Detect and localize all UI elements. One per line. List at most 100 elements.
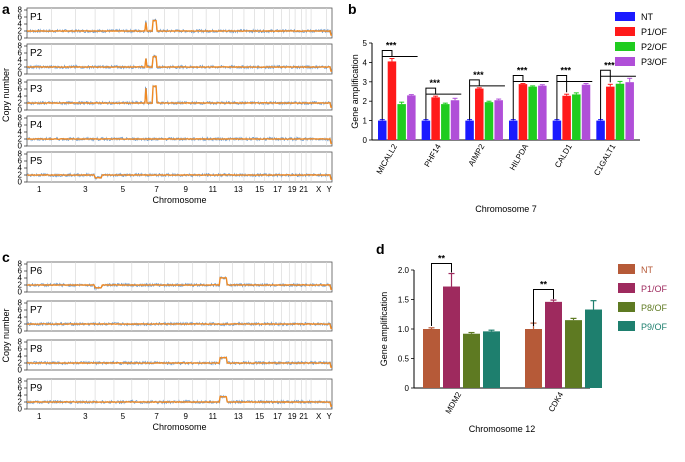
x-axis-title: Chromosome <box>152 195 206 205</box>
legend-swatch <box>615 57 635 66</box>
bar <box>484 102 494 140</box>
significance-label: *** <box>386 41 397 51</box>
legend-swatch <box>618 321 635 331</box>
y-tick-label: 2 <box>18 99 23 108</box>
x-axis-title: Chromosome 12 <box>469 424 536 434</box>
y-tick-label: 4 <box>18 391 23 400</box>
bar <box>450 100 460 140</box>
y-tick-label: 0 <box>18 70 23 79</box>
y-tick-label: 2 <box>18 135 23 144</box>
x-tick-label: 19 <box>288 412 297 421</box>
panel-label-d: d <box>376 241 385 257</box>
y-tick-label: 6 <box>18 267 23 276</box>
raw-copy-number-series <box>26 136 333 145</box>
y-tick-label: 0 <box>18 366 23 375</box>
bar <box>378 120 387 140</box>
y-tick-label: 1 <box>363 117 368 126</box>
y-tick-label: 8 <box>18 78 23 87</box>
y-axis-title: Gene amplification <box>350 54 360 129</box>
plot-frame <box>26 261 333 293</box>
legend-label: NT <box>641 12 653 22</box>
significance-bracket <box>533 289 554 327</box>
plot-frame <box>26 378 333 410</box>
x-tick-label: 19 <box>288 185 297 194</box>
sample-label: P6 <box>30 266 43 277</box>
bar <box>565 320 582 388</box>
x-tick-label: 9 <box>184 412 189 421</box>
x-tick-label: Y <box>327 412 333 421</box>
bar <box>606 86 615 140</box>
y-tick-label: 8 <box>18 299 23 308</box>
y-tick-label: 4 <box>18 274 23 283</box>
plot-frame <box>26 115 333 147</box>
y-tick-label: 0 <box>18 327 23 336</box>
plot-frame <box>26 43 333 75</box>
x-axis-title: Chromosome 7 <box>475 204 537 214</box>
bar <box>572 94 581 140</box>
y-tick-label: 6 <box>18 49 23 58</box>
y-tick-label: 2 <box>18 398 23 407</box>
y-tick-label: 1.0 <box>398 325 410 334</box>
y-tick-label: 0 <box>18 106 23 115</box>
legend-label: P1/OF <box>641 27 668 37</box>
sample-label: P9 <box>30 383 43 394</box>
significance-label: *** <box>604 60 615 70</box>
significance-bracket <box>556 75 568 120</box>
x-tick-label: 13 <box>234 185 243 194</box>
category-label: CDK4 <box>547 390 566 413</box>
segmented-copy-number-series <box>26 276 333 291</box>
x-tick-label: 7 <box>154 412 159 421</box>
x-tick-label: Y <box>327 185 333 194</box>
bar <box>509 120 518 140</box>
x-tick-label: 17 <box>273 412 282 421</box>
category-label: PHF14 <box>423 142 444 169</box>
sample-label: P5 <box>30 156 43 167</box>
x-tick-label: 7 <box>154 185 159 194</box>
y-tick-label: 8 <box>18 377 23 386</box>
bar <box>545 301 562 388</box>
legend-label: P3/OF <box>641 57 668 67</box>
legend-swatch <box>615 27 635 36</box>
legend-swatch <box>615 42 635 51</box>
y-tick-label: 4 <box>18 352 23 361</box>
bar <box>585 309 602 388</box>
y-tick-label: 0 <box>18 288 23 297</box>
bar <box>387 61 397 140</box>
sample-label: P7 <box>30 305 43 316</box>
y-tick-label: 0 <box>18 142 23 151</box>
segmented-copy-number-series <box>26 322 333 330</box>
y-tick-label: 8 <box>18 338 23 347</box>
significance-label: *** <box>430 78 441 88</box>
bar <box>525 329 542 388</box>
y-tick-label: 6 <box>18 121 23 130</box>
sample-label: P2 <box>30 48 43 59</box>
y-tick-label: 0 <box>18 34 23 43</box>
sample-label: P3 <box>30 84 43 95</box>
x-tick-label: 17 <box>273 185 282 194</box>
bar <box>552 120 562 140</box>
bar <box>625 82 634 140</box>
x-tick-label: 15 <box>255 185 264 194</box>
segmented-copy-number-series <box>27 137 333 145</box>
legend-label: P9/OF <box>641 322 668 332</box>
x-tick-label: 21 <box>299 412 308 421</box>
bar <box>475 88 484 140</box>
y-tick-label: 4 <box>18 128 23 137</box>
legend-swatch <box>618 264 635 274</box>
y-tick-label: 6 <box>18 384 23 393</box>
y-tick-label: 2 <box>363 97 368 106</box>
significance-bracket <box>381 50 393 120</box>
category-label: HILPDA <box>508 142 531 172</box>
bar <box>431 97 440 140</box>
x-tick-label: 15 <box>255 412 264 421</box>
significance-bracket <box>469 79 480 120</box>
legend-swatch <box>618 283 635 293</box>
bar <box>407 95 416 140</box>
legend-label: P2/OF <box>641 42 668 52</box>
y-tick-label: 8 <box>18 114 23 123</box>
bar <box>615 83 625 140</box>
y-tick-label: 8 <box>18 42 23 51</box>
x-tick-label: 5 <box>121 412 126 421</box>
y-tick-label: 6 <box>18 157 23 166</box>
